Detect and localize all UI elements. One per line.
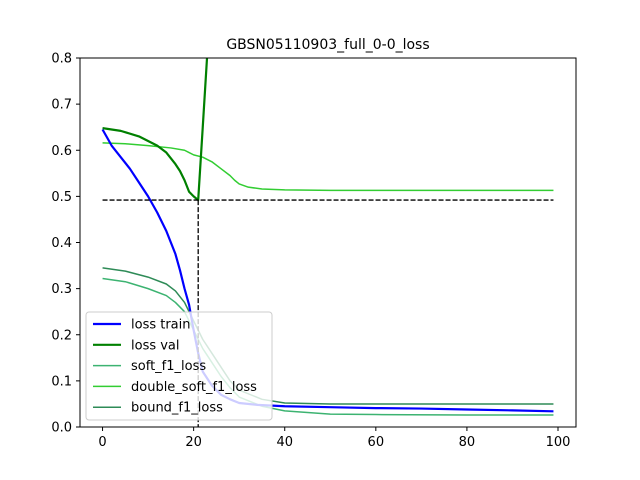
x-tick-label: 60 [368, 435, 385, 450]
x-tick-label: 40 [276, 435, 293, 450]
y-tick-label: 0.1 [51, 374, 72, 389]
x-tick-label: 0 [98, 435, 106, 450]
chart-title: GBSN05110903_full_0-0_loss [226, 37, 429, 53]
legend-label-loss-val: loss val [131, 338, 180, 353]
legend-label-double-soft-f1-loss: double_soft_f1_loss [131, 380, 257, 395]
y-tick-label: 0.8 [51, 52, 72, 67]
series-line-double-soft-f1-loss [102, 142, 554, 192]
axes-layer: 0 20 40 60 80 100 0.0 0.1 0.2 0.3 0.4 0.5 0.6 0.7 0.8 [51, 52, 577, 450]
y-tick-label: 0.4 [51, 236, 72, 251]
y-tick-label: 0.7 [51, 98, 72, 113]
x-tick-label: 20 [185, 435, 202, 450]
legend-box [85, 311, 273, 421]
y-tick-label: 0.6 [51, 144, 72, 159]
legend: loss train loss val soft_f1_loss double_sof… [85, 311, 273, 421]
x-tick-label: 80 [459, 435, 476, 450]
legend-label-bound-f1-loss: bound_f1_loss [131, 401, 223, 416]
legend-label-soft-f1-loss: soft_f1_loss [131, 359, 206, 374]
y-tick-label: 0.3 [51, 282, 72, 297]
y-tick-label: 0.5 [51, 190, 72, 205]
legend-label-loss-train: loss train [131, 318, 191, 333]
y-tick-label: 0.2 [51, 328, 72, 343]
y-tick-label: 0.0 [51, 421, 72, 436]
x-tick-label: 100 [546, 435, 571, 450]
